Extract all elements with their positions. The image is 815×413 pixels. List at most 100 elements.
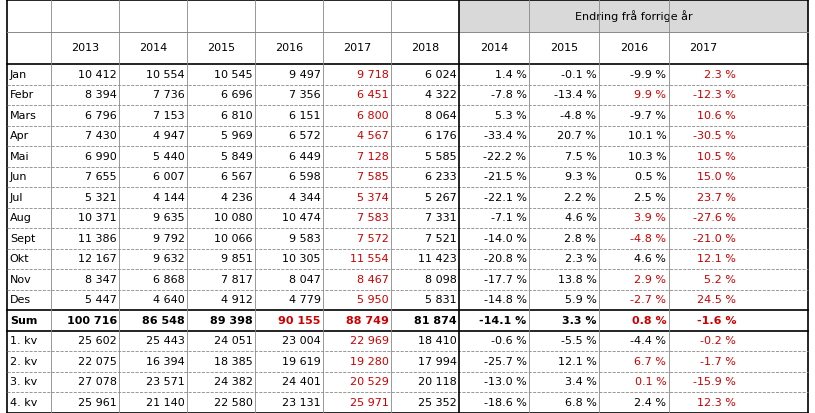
Text: Jan: Jan xyxy=(10,70,27,80)
Text: 9 497: 9 497 xyxy=(289,70,321,80)
Text: 22 580: 22 580 xyxy=(214,398,253,408)
Text: 8 064: 8 064 xyxy=(425,111,456,121)
Text: 21 140: 21 140 xyxy=(146,398,185,408)
Text: -25.7 %: -25.7 % xyxy=(483,357,526,367)
Text: -13.4 %: -13.4 % xyxy=(553,90,597,100)
Text: 5.3 %: 5.3 % xyxy=(495,111,526,121)
Text: 8 347: 8 347 xyxy=(85,275,117,285)
Text: 19 619: 19 619 xyxy=(282,357,321,367)
Text: -13.0 %: -13.0 % xyxy=(484,377,526,387)
Text: -1.7 %: -1.7 % xyxy=(700,357,736,367)
Text: 6 024: 6 024 xyxy=(425,70,456,80)
Text: 25 443: 25 443 xyxy=(146,336,185,346)
Text: -27.6 %: -27.6 % xyxy=(694,213,736,223)
Text: 2. kv: 2. kv xyxy=(10,357,37,367)
Text: 23.7 %: 23.7 % xyxy=(697,193,736,203)
Text: 7.5 %: 7.5 % xyxy=(565,152,597,162)
Text: 2014: 2014 xyxy=(139,43,167,53)
Text: 23 571: 23 571 xyxy=(146,377,185,387)
Text: Sept: Sept xyxy=(10,234,35,244)
Text: 6 990: 6 990 xyxy=(85,152,117,162)
Text: 5 321: 5 321 xyxy=(85,193,117,203)
Text: 5 831: 5 831 xyxy=(425,295,456,305)
Text: 5 969: 5 969 xyxy=(221,131,253,141)
Text: -0.6 %: -0.6 % xyxy=(491,336,526,346)
Text: 2016: 2016 xyxy=(619,43,648,53)
Text: 11 386: 11 386 xyxy=(78,234,117,244)
Text: 9.9 %: 9.9 % xyxy=(634,90,667,100)
Text: 24.5 %: 24.5 % xyxy=(697,295,736,305)
Text: 3.4 %: 3.4 % xyxy=(565,377,597,387)
Text: 6 567: 6 567 xyxy=(221,172,253,182)
Text: -7.1 %: -7.1 % xyxy=(491,213,526,223)
Text: 89 398: 89 398 xyxy=(210,316,253,326)
Text: 6 151: 6 151 xyxy=(289,111,321,121)
Text: 10.6 %: 10.6 % xyxy=(698,111,736,121)
Text: 6 451: 6 451 xyxy=(357,90,389,100)
Text: 10 474: 10 474 xyxy=(282,213,321,223)
Text: 24 382: 24 382 xyxy=(214,377,253,387)
Text: 3. kv: 3. kv xyxy=(10,377,37,387)
Text: 7 572: 7 572 xyxy=(357,234,389,244)
Text: 6 868: 6 868 xyxy=(153,275,185,285)
Text: -22.2 %: -22.2 % xyxy=(483,152,526,162)
Text: 2016: 2016 xyxy=(275,43,303,53)
Text: Endring frå forrige år: Endring frå forrige år xyxy=(575,10,693,22)
Text: 100 716: 100 716 xyxy=(67,316,117,326)
Text: 7 128: 7 128 xyxy=(357,152,389,162)
Text: -7.8 %: -7.8 % xyxy=(491,90,526,100)
Text: 4.6 %: 4.6 % xyxy=(634,254,667,264)
Text: 5 374: 5 374 xyxy=(357,193,389,203)
Text: 5 440: 5 440 xyxy=(153,152,185,162)
Text: 7 655: 7 655 xyxy=(85,172,117,182)
Text: 6.8 %: 6.8 % xyxy=(565,398,597,408)
Text: 8 098: 8 098 xyxy=(425,275,456,285)
Text: 4 322: 4 322 xyxy=(425,90,456,100)
Text: 10.1 %: 10.1 % xyxy=(628,131,667,141)
Text: 7 430: 7 430 xyxy=(85,131,117,141)
Text: 4.6 %: 4.6 % xyxy=(565,213,597,223)
Text: 13.8 %: 13.8 % xyxy=(557,275,597,285)
Text: 6 796: 6 796 xyxy=(85,111,117,121)
Text: 2015: 2015 xyxy=(207,43,236,53)
Text: 3.9 %: 3.9 % xyxy=(634,213,667,223)
Text: 10 066: 10 066 xyxy=(214,234,253,244)
Text: 6 696: 6 696 xyxy=(221,90,253,100)
Text: 2017: 2017 xyxy=(689,43,718,53)
Bar xyxy=(7,105,808,126)
Text: 2014: 2014 xyxy=(480,43,509,53)
Text: -21.5 %: -21.5 % xyxy=(484,172,526,182)
Text: 2.3 %: 2.3 % xyxy=(704,70,736,80)
Text: 6 007: 6 007 xyxy=(153,172,185,182)
Text: 9 583: 9 583 xyxy=(289,234,321,244)
Text: -22.1 %: -22.1 % xyxy=(483,193,526,203)
Text: 2015: 2015 xyxy=(550,43,578,53)
Text: 4 640: 4 640 xyxy=(153,295,185,305)
Text: -0.2 %: -0.2 % xyxy=(700,336,736,346)
Text: 18 385: 18 385 xyxy=(214,357,253,367)
Text: 2017: 2017 xyxy=(343,43,372,53)
Text: 0.8 %: 0.8 % xyxy=(632,316,667,326)
Text: 5.2 %: 5.2 % xyxy=(704,275,736,285)
Text: -14.8 %: -14.8 % xyxy=(483,295,526,305)
Text: 6 233: 6 233 xyxy=(425,172,456,182)
Text: -9.7 %: -9.7 % xyxy=(630,111,667,121)
Text: 9.3 %: 9.3 % xyxy=(565,172,597,182)
Text: 22 969: 22 969 xyxy=(350,336,389,346)
Text: 16 394: 16 394 xyxy=(146,357,185,367)
Text: 1. kv: 1. kv xyxy=(10,336,37,346)
Text: -4.8 %: -4.8 % xyxy=(561,111,597,121)
Text: 90 155: 90 155 xyxy=(279,316,321,326)
Text: -0.1 %: -0.1 % xyxy=(561,70,597,80)
Text: -17.7 %: -17.7 % xyxy=(483,275,526,285)
Bar xyxy=(7,311,808,331)
Bar xyxy=(7,126,808,147)
Text: 4 567: 4 567 xyxy=(357,131,389,141)
Text: 5.9 %: 5.9 % xyxy=(565,295,597,305)
Bar xyxy=(7,32,808,64)
Text: 2.5 %: 2.5 % xyxy=(634,193,667,203)
Text: 15.0 %: 15.0 % xyxy=(698,172,736,182)
Text: 4 344: 4 344 xyxy=(289,193,321,203)
Text: Okt: Okt xyxy=(10,254,29,264)
Text: 4 779: 4 779 xyxy=(289,295,321,305)
